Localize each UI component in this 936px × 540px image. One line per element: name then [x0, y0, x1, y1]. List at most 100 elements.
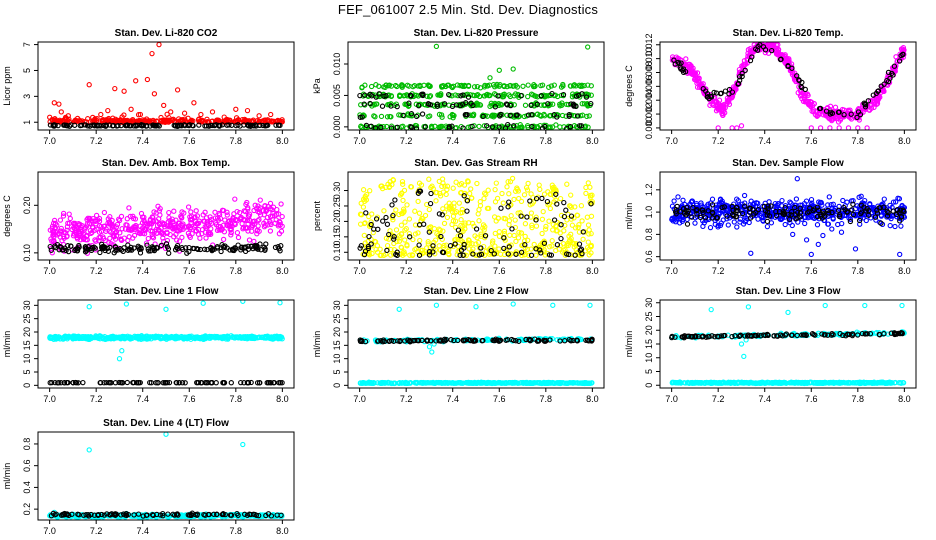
x-tick-label: 7.4	[136, 394, 149, 404]
data-point	[460, 228, 466, 234]
data-point	[220, 222, 227, 228]
y-axis-label: ml/min	[2, 331, 12, 358]
data-point	[124, 379, 130, 386]
data-point	[533, 214, 539, 220]
data-point	[398, 112, 404, 118]
data-point	[413, 92, 419, 98]
data-point	[797, 210, 804, 216]
data-point	[873, 90, 879, 97]
data-point	[462, 220, 468, 226]
data-point	[137, 250, 144, 256]
data-point	[481, 379, 488, 386]
data-point	[856, 217, 863, 224]
data-point	[55, 380, 61, 386]
data-point	[188, 209, 194, 215]
data-point	[137, 333, 143, 340]
data-point	[548, 252, 555, 258]
data-point	[208, 122, 214, 129]
data-point	[381, 208, 387, 214]
data-point	[439, 212, 445, 218]
data-point	[262, 247, 268, 253]
data-point	[746, 219, 752, 226]
data-point	[86, 220, 93, 227]
data-point	[885, 69, 892, 76]
data-point	[482, 233, 489, 239]
data-point	[489, 112, 496, 118]
data-point	[794, 176, 800, 182]
data-point	[430, 186, 436, 192]
data-point	[222, 217, 228, 223]
data-point	[85, 116, 91, 122]
data-point	[256, 122, 263, 129]
data-point	[151, 91, 158, 97]
data-point	[100, 234, 106, 240]
data-point	[579, 101, 585, 107]
data-point	[107, 214, 113, 220]
data-point	[827, 125, 833, 130]
data-point	[144, 221, 150, 227]
data-point	[885, 78, 892, 85]
data-point	[124, 122, 131, 128]
data-point	[163, 306, 169, 312]
data-point	[576, 380, 583, 386]
data-point	[250, 245, 256, 252]
x-tick-label: 7.8	[230, 136, 243, 146]
data-point	[402, 92, 408, 99]
data-point	[539, 125, 546, 130]
data-point	[398, 231, 405, 237]
data-point	[500, 200, 506, 206]
data-point	[186, 248, 192, 255]
data-point	[378, 183, 384, 189]
data-point	[163, 241, 170, 247]
data-point	[817, 125, 824, 130]
data-point	[433, 189, 439, 196]
data-point	[533, 217, 539, 223]
x-tick-label: 7.4	[136, 266, 149, 276]
data-point	[229, 334, 235, 340]
data-point	[484, 91, 490, 98]
data-point	[149, 50, 155, 57]
data-point	[147, 221, 153, 227]
data-point	[173, 244, 180, 251]
data-point	[541, 113, 548, 119]
data-point	[505, 179, 511, 185]
data-point	[475, 211, 481, 217]
data-point	[402, 219, 408, 225]
series-2	[672, 201, 907, 227]
data-point	[417, 188, 424, 194]
data-point	[118, 237, 125, 244]
data-point	[460, 101, 466, 107]
data-point	[130, 116, 136, 123]
data-point	[384, 380, 390, 386]
x-tick-label: 7.8	[540, 136, 553, 146]
data-point	[98, 379, 104, 386]
data-point	[815, 241, 821, 248]
data-point	[458, 380, 464, 386]
data-point	[529, 224, 535, 231]
data-point	[513, 251, 519, 257]
data-point	[218, 248, 224, 255]
data-point	[572, 225, 579, 231]
data-point	[441, 220, 448, 227]
data-point	[780, 211, 786, 217]
data-point	[214, 333, 220, 340]
data-point	[779, 51, 785, 58]
data-point	[528, 246, 534, 252]
data-point	[530, 92, 536, 98]
data-point	[150, 235, 157, 241]
data-point	[440, 244, 447, 251]
data-point	[147, 224, 153, 230]
data-point	[228, 217, 235, 223]
x-tick-label: 7.2	[712, 266, 725, 276]
data-point	[550, 379, 556, 386]
plot-frame	[37, 299, 295, 389]
data-point	[119, 226, 125, 232]
data-point	[525, 112, 532, 118]
data-point	[377, 252, 383, 259]
data-point	[238, 379, 244, 386]
data-point	[849, 207, 855, 213]
data-point	[539, 195, 545, 202]
data-point	[829, 226, 835, 232]
data-point	[428, 190, 434, 197]
